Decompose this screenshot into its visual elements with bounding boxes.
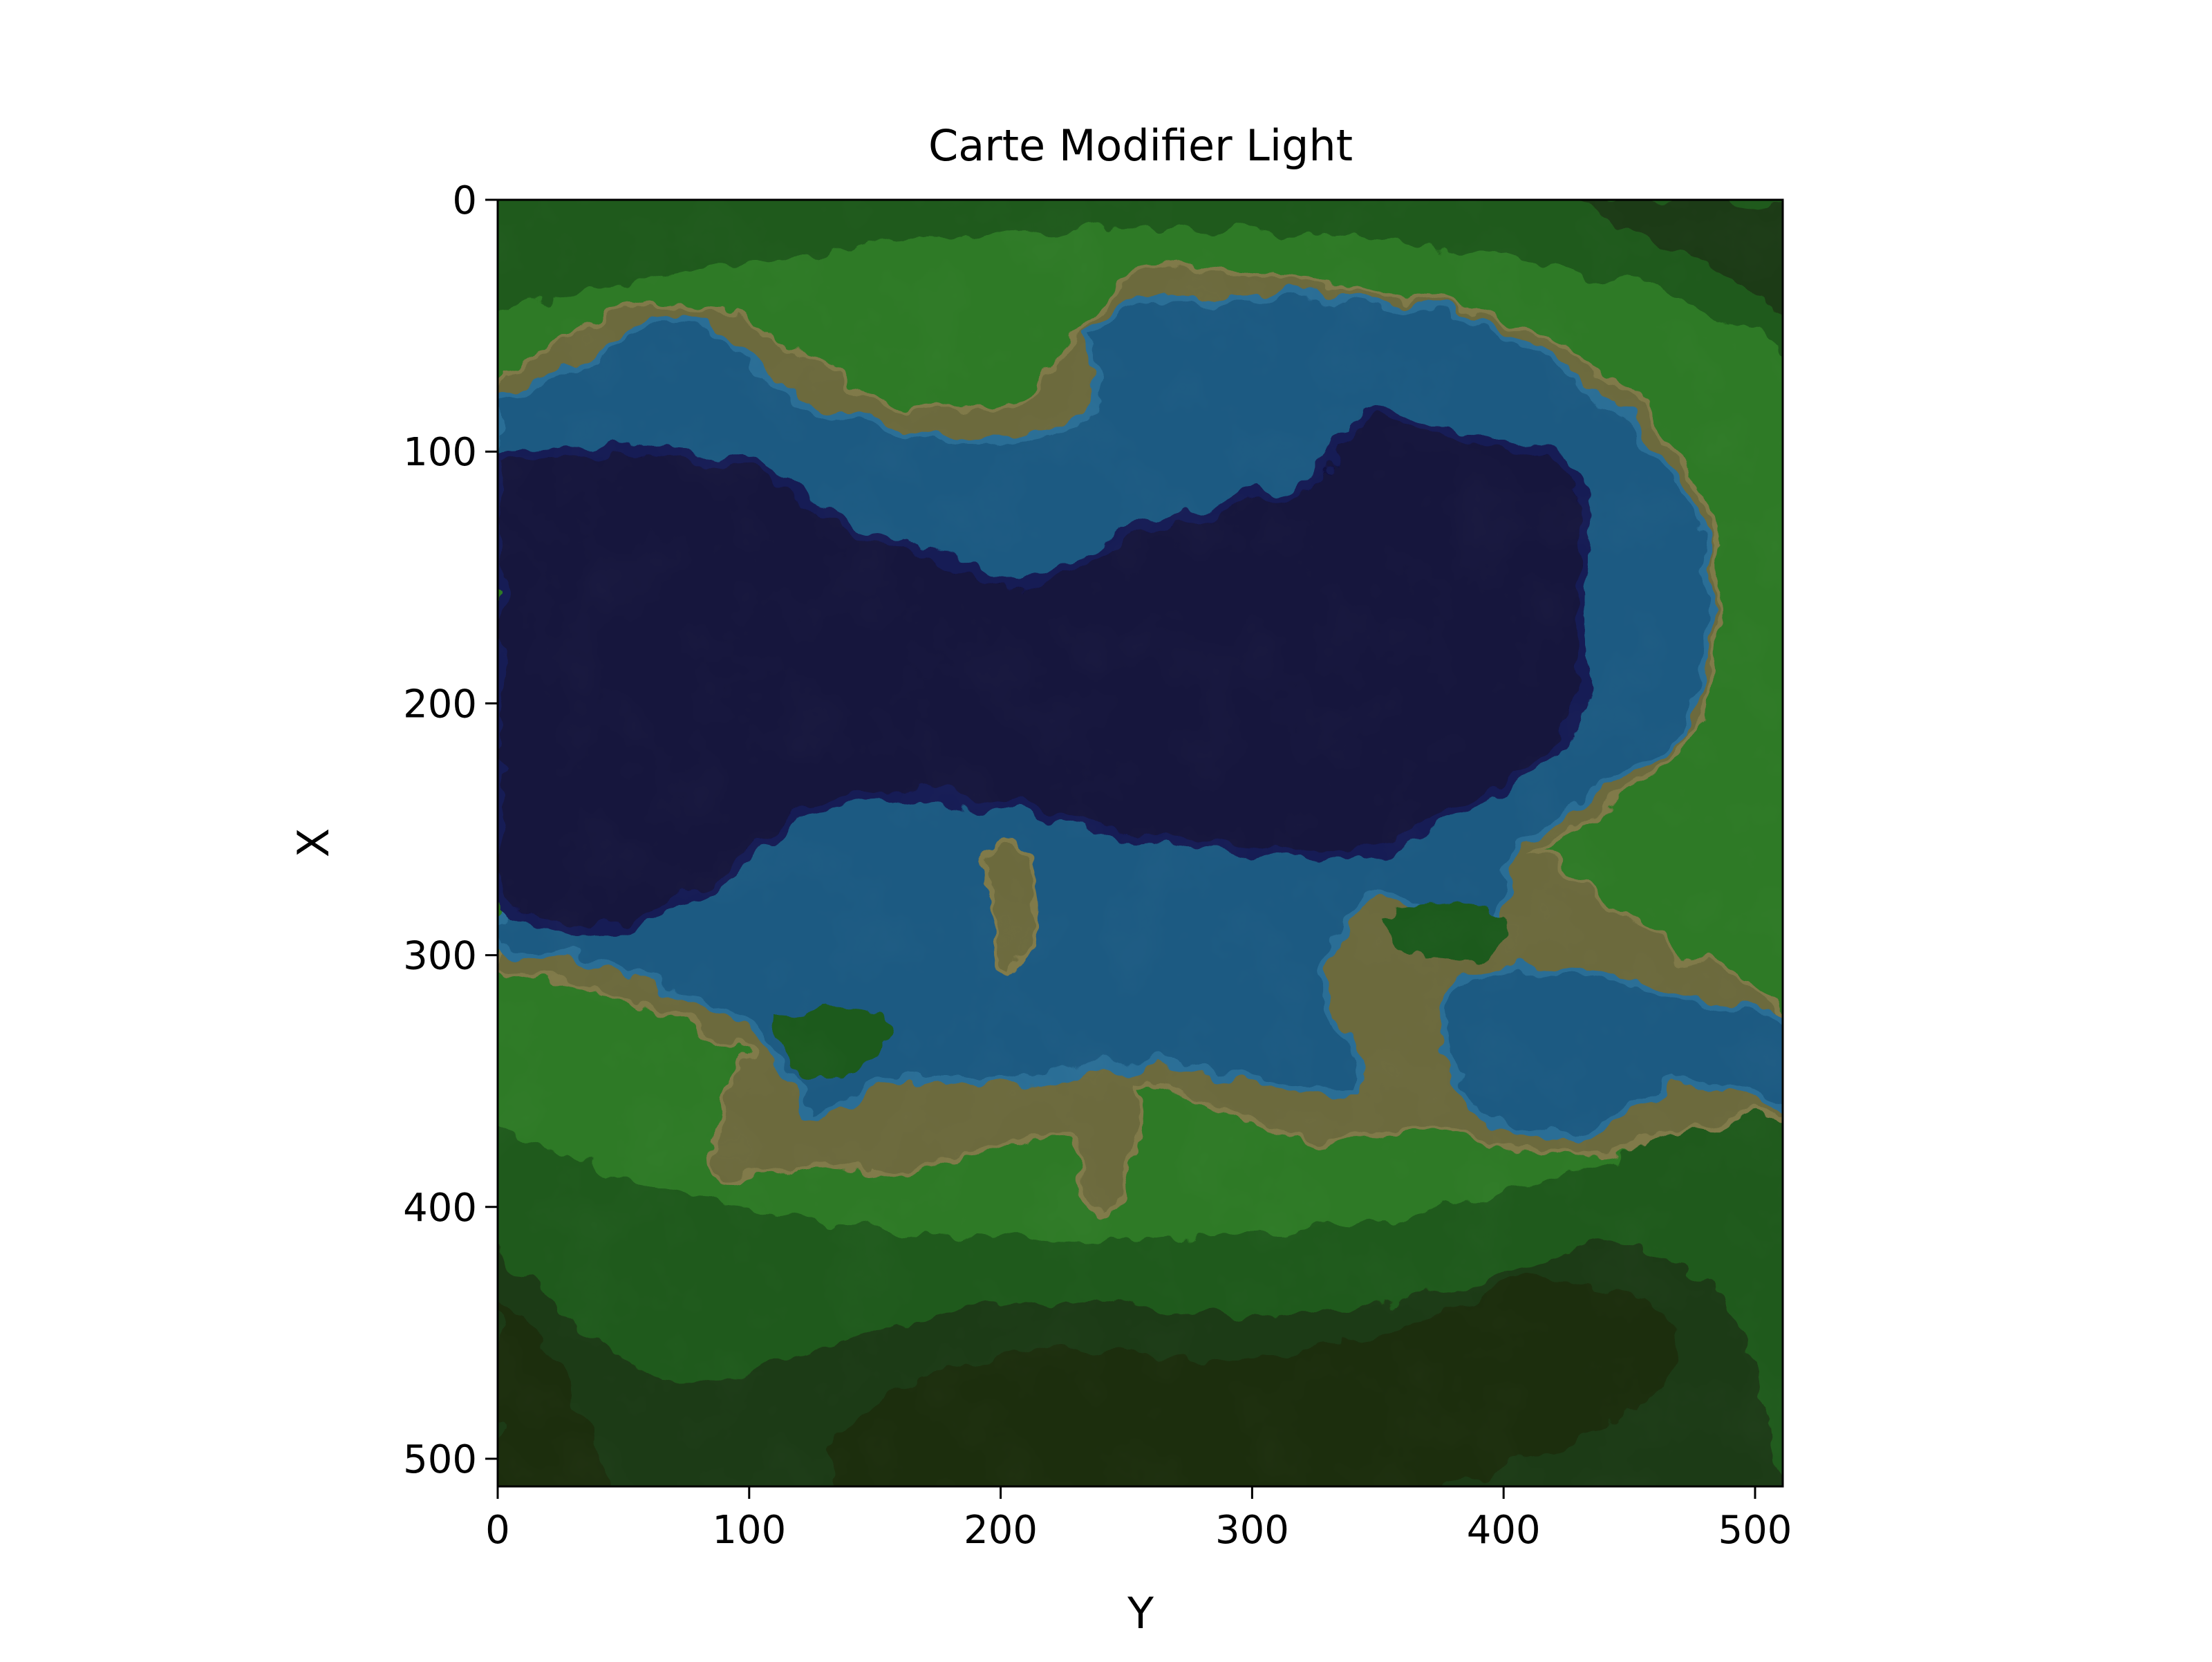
x-axis: 0 100 200 300 400 500 <box>485 1486 1792 1553</box>
x-axis-label: Y <box>1127 1588 1154 1638</box>
x-tick-label: 200 <box>964 1508 1038 1553</box>
x-tick-label: 400 <box>1467 1508 1541 1553</box>
y-tick-label: 400 <box>403 1186 477 1231</box>
x-tick-label: 0 <box>485 1508 510 1553</box>
y-tick-label: 200 <box>403 682 477 727</box>
y-tick-label: 500 <box>403 1437 477 1482</box>
terrain-contour-texture <box>498 200 1783 1486</box>
x-tick-label: 300 <box>1215 1508 1289 1553</box>
y-tick-label: 0 <box>452 178 477 223</box>
plot-frame <box>496 198 1784 1488</box>
y-tick-label: 100 <box>403 430 477 475</box>
plot-area <box>498 200 1783 1486</box>
x-tick-label: 500 <box>1718 1508 1792 1553</box>
y-axis-label: X <box>288 828 339 857</box>
x-tick-label: 100 <box>712 1508 786 1553</box>
chart-title: Carte Modifier Light <box>928 120 1353 171</box>
y-tick-label: 300 <box>403 934 477 979</box>
y-axis: 0 100 200 300 400 500 <box>403 178 498 1482</box>
